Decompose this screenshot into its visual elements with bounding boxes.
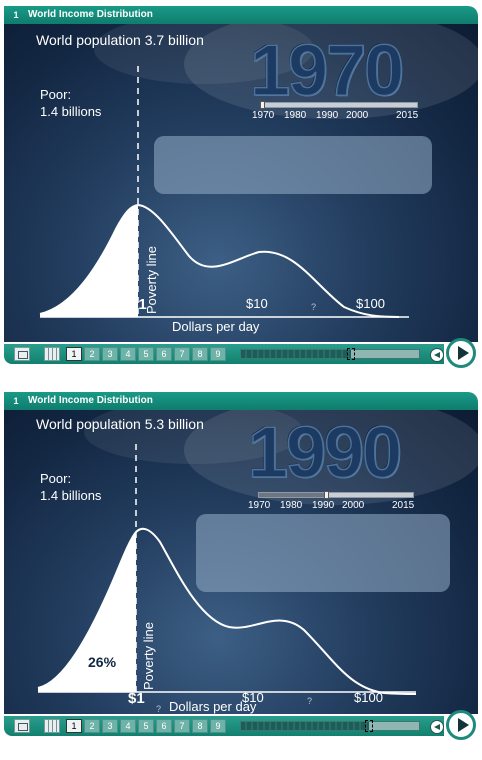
timeline-track[interactable] <box>262 102 418 108</box>
page-button-5[interactable]: 5 <box>138 719 154 733</box>
poor-label: Poor: <box>40 86 101 103</box>
x-axis-label: Dollars per day <box>169 699 256 714</box>
grid-view-button[interactable] <box>44 719 60 733</box>
timeline-label: 2000 <box>346 110 368 121</box>
poor-area <box>40 205 138 317</box>
progress-scrubber[interactable] <box>240 721 420 731</box>
slide-title: World Income Distribution <box>28 6 153 24</box>
poor-value: 1.4 billions <box>40 487 101 504</box>
progress-marker[interactable] <box>347 348 355 360</box>
page-button-1[interactable]: 1 <box>66 719 82 733</box>
page-button-2[interactable]: 2 <box>84 719 100 733</box>
page-button-4[interactable]: 4 <box>120 347 136 361</box>
page-button-9[interactable]: 9 <box>210 347 226 361</box>
page-button-7[interactable]: 7 <box>174 347 190 361</box>
timeline-label: 1990 <box>312 500 334 511</box>
x-axis-label: Dollars per day <box>172 319 259 334</box>
page-button-3[interactable]: 3 <box>102 347 118 361</box>
unknown-mark: ? <box>307 696 312 706</box>
poor-value: 1.4 billions <box>40 103 101 120</box>
timeline-label: 1980 <box>280 500 302 511</box>
timeline-label: 2000 <box>342 500 364 511</box>
year-display: 1970 <box>250 30 402 112</box>
poor-count: Poor: 1.4 billions <box>40 86 101 120</box>
slide-number: 1 <box>10 392 22 410</box>
timeline-labels: 1970 1980 1990 2000 2015 <box>254 500 414 512</box>
slide-view-button[interactable] <box>14 347 30 361</box>
play-button[interactable] <box>446 338 476 368</box>
chart-stage: World population 3.7 billion Poor: 1.4 b… <box>4 24 478 342</box>
timeline-label: 2015 <box>396 110 418 121</box>
year-display: 1990 <box>248 412 400 494</box>
progress-scrubber[interactable] <box>240 349 420 359</box>
page-button-8[interactable]: 8 <box>192 347 208 361</box>
slide-1990: 1 World Income Distribution World popula… <box>4 392 478 714</box>
population-label: World population 5.3 billion <box>36 416 204 432</box>
tick-10-dollar: $10 <box>246 296 268 311</box>
timeline-label: 1970 <box>252 110 274 121</box>
timeline-label: 1990 <box>316 110 338 121</box>
slide-title: World Income Distribution <box>28 392 153 410</box>
page-button-4[interactable]: 4 <box>120 719 136 733</box>
population-label: World population 3.7 billion <box>36 32 204 48</box>
page-button-6[interactable]: 6 <box>156 719 172 733</box>
grid-view-button[interactable] <box>44 347 60 361</box>
info-box <box>196 514 450 592</box>
title-bar: 1 World Income Distribution <box>4 392 478 410</box>
page-button-8[interactable]: 8 <box>192 719 208 733</box>
page-button-3[interactable]: 3 <box>102 719 118 733</box>
timeline-label: 2015 <box>392 500 414 511</box>
progress-marker[interactable] <box>365 720 373 732</box>
unknown-mark: ? <box>311 302 316 312</box>
slide-number: 1 <box>10 6 22 24</box>
poor-percentage: 26% <box>88 654 116 670</box>
progress-fill <box>241 722 369 730</box>
year-timeline[interactable]: 1970 1980 1990 2000 2015 <box>258 102 418 126</box>
timeline-label: 1980 <box>284 110 306 121</box>
page-button-6[interactable]: 6 <box>156 347 172 361</box>
timeline-track[interactable] <box>258 492 414 498</box>
page-button-7[interactable]: 7 <box>174 719 190 733</box>
title-bar: 1 World Income Distribution <box>4 6 478 24</box>
progress-fill <box>241 350 351 358</box>
tick-1-dollar: $1 <box>128 690 145 707</box>
timeline-fill <box>259 493 327 497</box>
page-button-2[interactable]: 2 <box>84 347 100 361</box>
page-button-1[interactable]: 1 <box>66 347 82 361</box>
play-button[interactable] <box>446 710 476 740</box>
timeline-label: 1970 <box>248 500 270 511</box>
chart-stage: World population 5.3 billion Poor: 1.4 b… <box>4 410 478 714</box>
poverty-line-label: Poverty line <box>141 622 156 690</box>
previous-button[interactable] <box>430 720 444 734</box>
player-controls: 1 2 3 4 5 6 7 8 9 <box>4 342 478 366</box>
tick-1-dollar: $1 <box>130 296 147 313</box>
timeline-handle[interactable] <box>324 491 329 499</box>
tick-100-dollar: $100 <box>356 296 385 311</box>
page-button-9[interactable]: 9 <box>210 719 226 733</box>
poor-label: Poor: <box>40 470 101 487</box>
poor-count: Poor: 1.4 billions <box>40 470 101 504</box>
slide-view-button[interactable] <box>14 719 30 733</box>
player-controls: 1 2 3 4 5 6 7 8 9 <box>4 714 478 738</box>
slide-1970: 1 World Income Distribution World popula… <box>4 6 478 342</box>
timeline-handle[interactable] <box>260 101 265 109</box>
year-timeline[interactable]: 1970 1980 1990 2000 2015 <box>254 492 414 516</box>
unknown-mark: ? <box>156 704 161 714</box>
previous-button[interactable] <box>430 348 444 362</box>
tick-100-dollar: $100 <box>354 690 383 705</box>
timeline-labels: 1970 1980 1990 2000 2015 <box>258 110 418 122</box>
poor-area <box>38 532 136 692</box>
page-button-5[interactable]: 5 <box>138 347 154 361</box>
info-box <box>154 136 432 194</box>
